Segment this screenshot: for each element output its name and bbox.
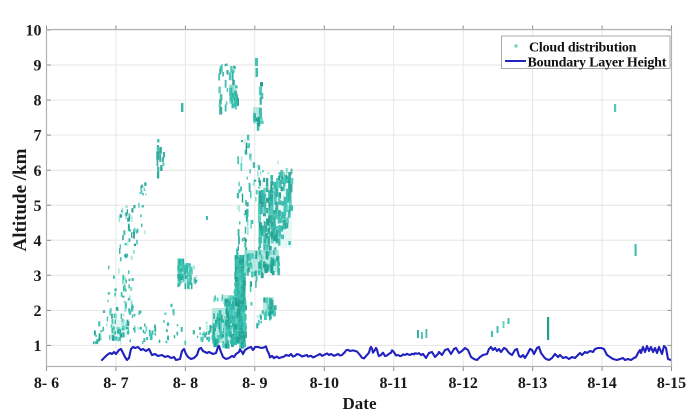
svg-text:2: 2 [34, 303, 42, 320]
svg-text:8- 9: 8- 9 [242, 375, 267, 392]
svg-text:8- 7: 8- 7 [103, 375, 128, 392]
svg-text:1: 1 [34, 338, 42, 355]
svg-text:8: 8 [34, 93, 42, 110]
svg-text:6: 6 [34, 163, 42, 180]
svg-text:8-10: 8-10 [310, 375, 339, 392]
svg-text:9: 9 [34, 58, 42, 75]
svg-text:Boundary Layer Height: Boundary Layer Height [528, 56, 667, 71]
svg-text:3: 3 [34, 268, 42, 285]
svg-text:4: 4 [34, 233, 42, 250]
svg-text:5: 5 [34, 198, 42, 215]
svg-text:8- 6: 8- 6 [34, 375, 59, 392]
svg-text:10: 10 [26, 23, 42, 40]
svg-text:Date: Date [343, 394, 377, 413]
svg-text:8-13: 8-13 [518, 375, 547, 392]
svg-text:Cloud distribution: Cloud distribution [529, 41, 637, 56]
svg-text:8-11: 8-11 [379, 375, 407, 392]
svg-text:8- 8: 8- 8 [173, 375, 198, 392]
svg-text:8-15: 8-15 [657, 375, 686, 392]
svg-text:Altitude /km: Altitude /km [10, 148, 31, 251]
svg-text:8-12: 8-12 [449, 375, 478, 392]
svg-text:8-14: 8-14 [587, 375, 616, 392]
svg-text:7: 7 [34, 128, 42, 145]
